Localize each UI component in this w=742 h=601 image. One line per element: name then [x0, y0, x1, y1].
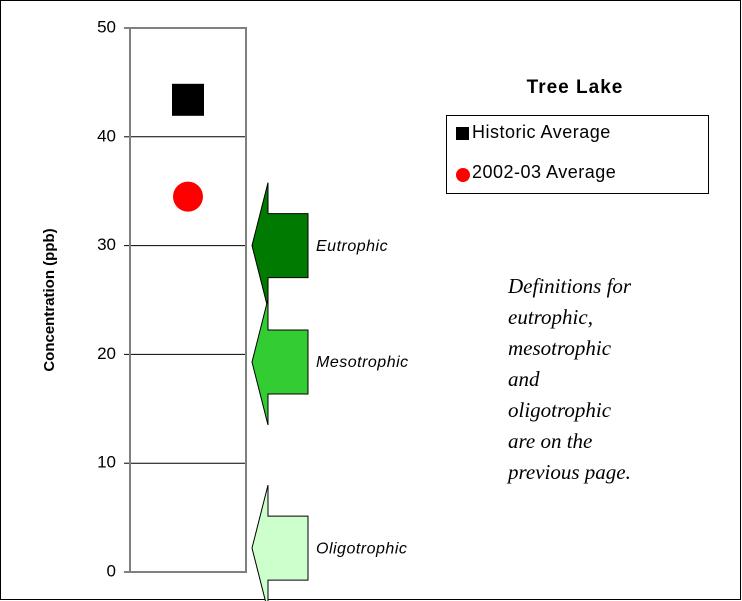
note-line: eutrophic,: [508, 305, 593, 329]
arrow-label: Oligotrophic: [316, 540, 407, 557]
arrow-label: Eutrophic: [316, 238, 388, 255]
marker: [172, 83, 204, 116]
legend-box: [446, 115, 709, 194]
arrow-label: Mesotrophic: [316, 354, 409, 371]
legend-label: 2002-03 Average: [472, 162, 616, 182]
note-line: and: [508, 367, 540, 391]
legend-marker: [456, 127, 469, 140]
note-line: are on the: [508, 429, 592, 453]
y-tick-label: 30: [97, 235, 116, 254]
y-tick-label: 50: [97, 17, 116, 36]
legend-label: Historic Average: [472, 122, 611, 142]
note-line: oligotrophic: [508, 398, 612, 422]
note-line: previous page.: [506, 460, 631, 484]
marker: [173, 181, 203, 212]
note-line: Definitions for: [507, 274, 632, 298]
note-line: mesotrophic: [508, 336, 612, 360]
arrow: [251, 298, 309, 426]
y-tick-label: 40: [97, 126, 116, 145]
y-tick-label: 0: [107, 561, 116, 580]
legend-marker: [456, 168, 470, 182]
plot-area: [129, 27, 247, 573]
y-tick-label: 10: [97, 453, 116, 472]
arrow: [251, 484, 309, 601]
y-axis-label: Concentration (ppb): [41, 228, 58, 371]
y-tick-label: 20: [97, 344, 116, 363]
chart-title: Tree Lake: [527, 77, 624, 98]
